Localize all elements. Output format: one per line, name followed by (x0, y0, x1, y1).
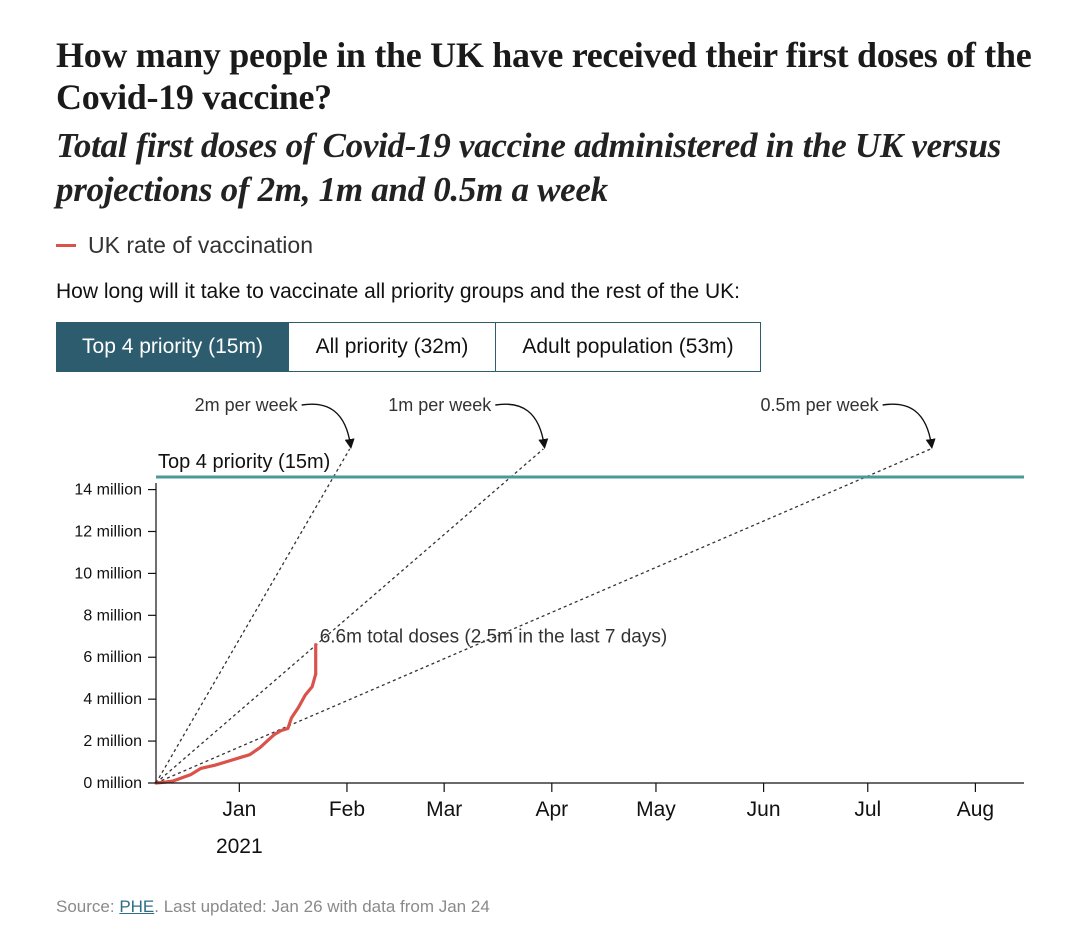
projection-label: 0.5m per week (761, 395, 880, 415)
source-prefix: Source: (56, 897, 120, 916)
projection-label: 1m per week (388, 395, 492, 415)
series-line-uk-rate (154, 672, 318, 785)
y-tick-label: 6 million (83, 649, 142, 666)
projection-line-0-5m-per-week (155, 448, 931, 784)
x-tick-label: Aug (957, 798, 994, 821)
tab-top-4-priority[interactable]: Top 4 priority (15m) (56, 322, 289, 372)
projection-arrow (882, 403, 936, 449)
projection-line-1m-per-week (155, 448, 544, 784)
source-suffix: . Last updated: Jan 26 with data from Ja… (154, 897, 490, 916)
x-tick-label: Jan (222, 798, 256, 821)
tabs-question: How long will it take to vaccinate all p… (56, 280, 740, 303)
chart-subtitle: Total first doses of Covid-19 vaccine ad… (56, 126, 1001, 209)
projection-arrow (301, 403, 355, 449)
projection-arrow (495, 403, 549, 449)
projection-label: 2m per week (195, 395, 299, 415)
latest-total-annotation: 6.6m total doses (2.5m in the last 7 day… (320, 627, 667, 648)
target-label: Top 4 priority (15m) (158, 451, 330, 473)
vaccination-chart: Top 4 priority (15m) 0 million 2 million 4… (74, 395, 1024, 858)
tab-all-priority[interactable]: All priority (32m) (289, 322, 496, 372)
projection-line-2m-per-week (155, 448, 351, 784)
y-tick-label: 2 million (83, 733, 142, 750)
x-tick-label: Feb (329, 798, 365, 821)
tab-adult-population[interactable]: Adult population (53m) (496, 322, 761, 372)
x-tick-label: Apr (535, 798, 568, 821)
x-tick-label: May (636, 798, 676, 821)
scenario-tabs: Top 4 priority (15m) All priority (32m) … (56, 322, 761, 372)
x-tick-label: Jun (747, 798, 781, 821)
y-tick-label: 14 million (74, 482, 142, 499)
x-tick-label: Jul (854, 798, 881, 821)
y-tick-label: 4 million (83, 691, 142, 708)
y-tick-label: 10 million (74, 565, 142, 582)
legend-swatch (56, 244, 76, 247)
source-note: Source: PHE. Last updated: Jan 26 with d… (56, 897, 490, 917)
y-tick-label: 12 million (74, 523, 142, 540)
x-tick-label: Mar (426, 798, 462, 821)
y-tick-label: 8 million (83, 607, 142, 624)
x-tick-year-label: 2021 (216, 835, 263, 858)
y-tick-label: 0 million (83, 775, 142, 792)
chart-title: How many people in the UK have received … (56, 35, 1032, 117)
legend: UK rate of vaccination (56, 232, 313, 259)
legend-label: UK rate of vaccination (88, 232, 314, 258)
source-link[interactable]: PHE (119, 897, 155, 916)
